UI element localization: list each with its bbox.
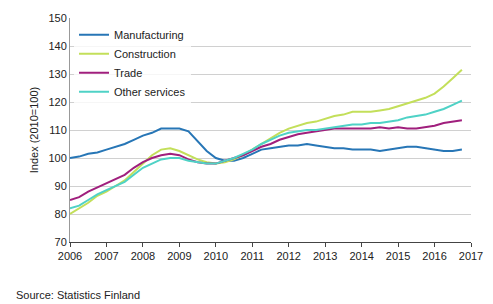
svg-text:150: 150 <box>48 12 66 24</box>
svg-text:2014: 2014 <box>349 250 373 262</box>
svg-text:90: 90 <box>55 180 67 192</box>
svg-text:120: 120 <box>48 96 66 108</box>
svg-text:110: 110 <box>49 124 67 136</box>
svg-text:Manufacturing: Manufacturing <box>114 29 184 41</box>
svg-text:Source: Statistics Finland: Source: Statistics Finland <box>16 289 140 301</box>
svg-text:2013: 2013 <box>313 250 337 262</box>
svg-text:2011: 2011 <box>240 250 264 262</box>
svg-text:100: 100 <box>48 152 66 164</box>
svg-text:2008: 2008 <box>131 250 155 262</box>
svg-text:2007: 2007 <box>94 250 118 262</box>
svg-text:70: 70 <box>55 236 67 248</box>
svg-text:2006: 2006 <box>58 250 82 262</box>
svg-text:Trade: Trade <box>114 67 142 79</box>
svg-text:2016: 2016 <box>422 250 446 262</box>
svg-text:Index (2010=100): Index (2010=100) <box>28 87 40 174</box>
svg-text:2015: 2015 <box>386 250 410 262</box>
svg-text:2017: 2017 <box>459 250 483 262</box>
svg-text:Construction: Construction <box>114 48 176 60</box>
svg-text:Other services: Other services <box>114 86 185 98</box>
svg-text:2010: 2010 <box>204 250 228 262</box>
svg-text:130: 130 <box>48 68 66 80</box>
svg-text:80: 80 <box>55 208 67 220</box>
svg-text:2009: 2009 <box>167 250 191 262</box>
svg-text:140: 140 <box>48 40 66 52</box>
svg-text:2012: 2012 <box>276 250 300 262</box>
